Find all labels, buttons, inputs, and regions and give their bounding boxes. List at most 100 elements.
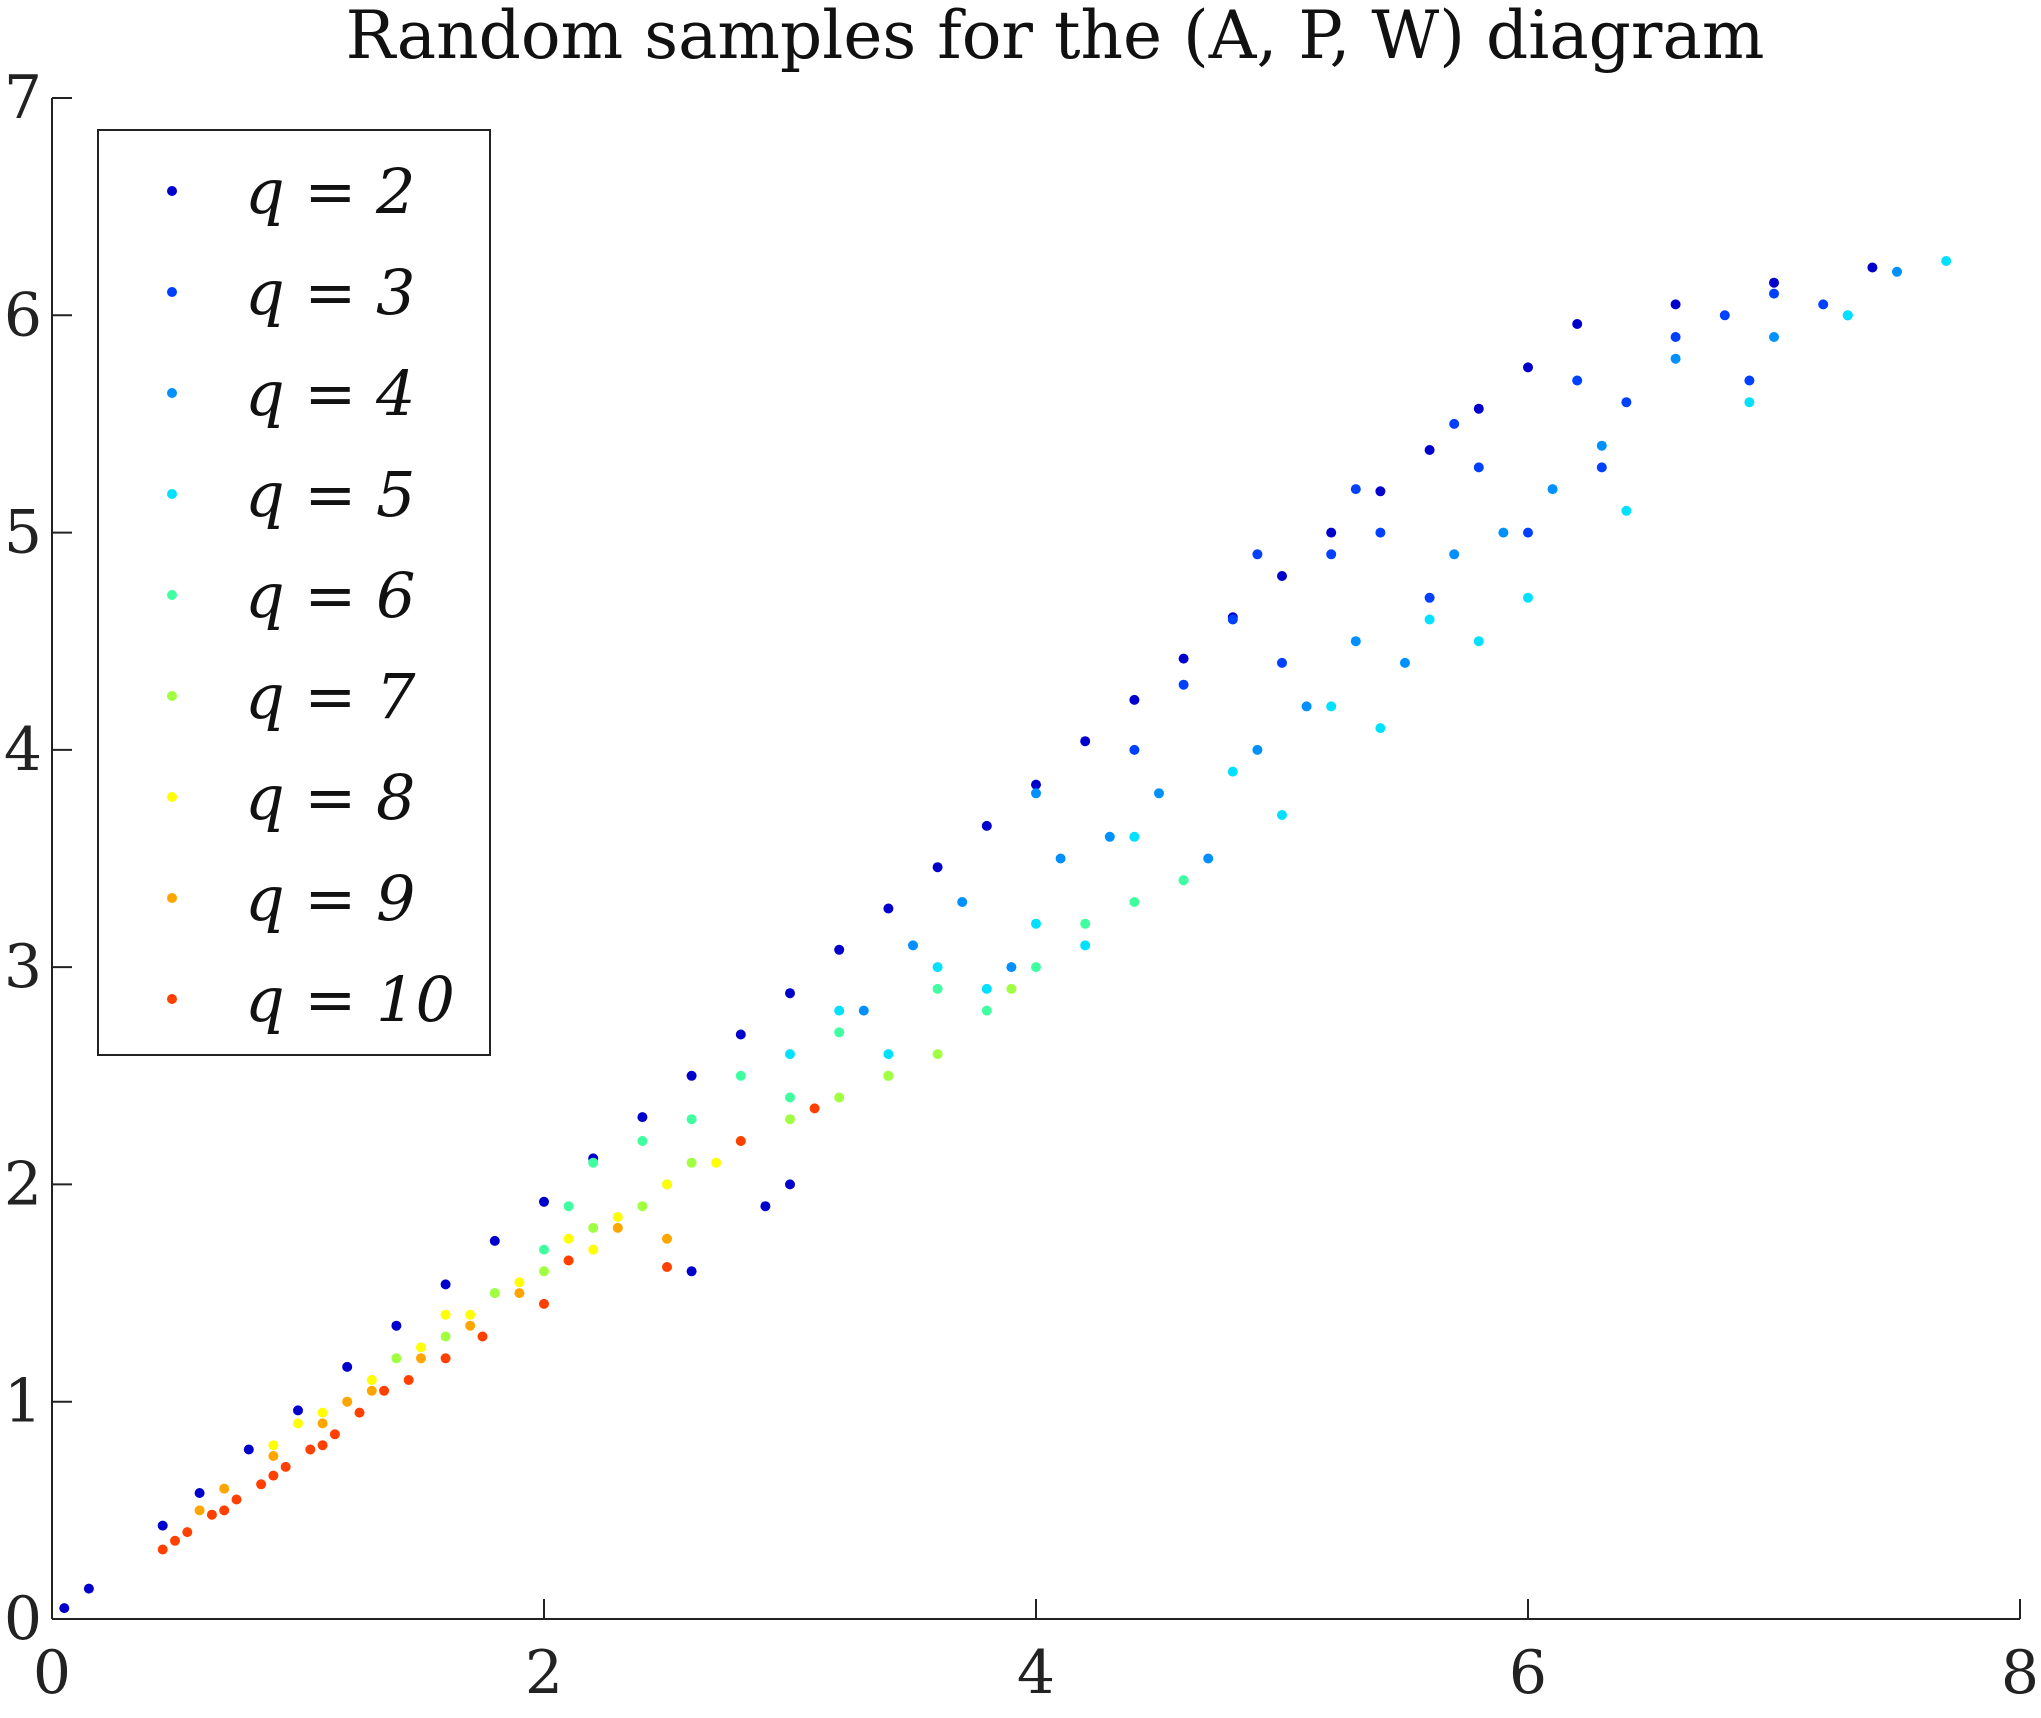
data-point-s2-16	[1769, 332, 1779, 342]
data-point-s5-11	[1006, 983, 1017, 994]
legend-label-0: q = 2	[245, 155, 416, 228]
data-point-s2-11	[1449, 549, 1460, 560]
data-point-s8-11	[440, 1353, 451, 1364]
data-point-s6-9	[711, 1157, 722, 1168]
data-point-s5-7	[785, 1114, 795, 1125]
x-tick-label-2: 2	[525, 1638, 563, 1708]
data-point-s8-10	[403, 1375, 414, 1385]
data-point-s6-5	[514, 1277, 525, 1288]
y-tick-label-6: 6	[4, 280, 42, 350]
data-point-s3-5	[1031, 918, 1041, 929]
data-point-s4-1	[637, 1136, 648, 1146]
legend-label-1: q = 3	[245, 256, 416, 329]
data-point-s3-9	[1227, 766, 1238, 777]
x-tick-label-6: 6	[1509, 1638, 1547, 1708]
data-point-s3-13	[1424, 614, 1435, 625]
data-point-s6-6	[563, 1233, 574, 1244]
data-point-s8-18	[170, 1535, 180, 1546]
chart-legend: q = 2 q = 3 q = 4 q = 5 q = 6 q = 7 q = 8 q = 9…	[97, 129, 491, 1056]
data-point-s0-32	[1670, 299, 1681, 310]
data-point-s0-12	[637, 1112, 648, 1123]
data-point-s4-3	[735, 1070, 746, 1081]
data-point-s2-6	[1203, 853, 1214, 864]
data-point-s0-31	[1572, 319, 1583, 329]
data-point-s2-7	[1252, 744, 1263, 755]
data-point-s0-9	[489, 1235, 500, 1246]
data-point-s0-17	[883, 903, 894, 914]
data-point-s2-5	[1154, 788, 1164, 799]
data-point-s4-12	[1178, 875, 1189, 886]
data-point-s3-10	[1277, 810, 1287, 820]
data-point-s8-20	[268, 1470, 279, 1481]
data-point-s7-0	[219, 1483, 230, 1494]
data-point-s1-17	[1350, 484, 1361, 495]
data-point-s0-15	[785, 988, 795, 999]
data-point-s2-4	[1104, 831, 1115, 842]
legend-label-6: q = 8	[245, 761, 416, 834]
data-point-s3-16	[1621, 505, 1632, 516]
data-point-s8-13	[539, 1298, 549, 1309]
data-point-s2-15	[1670, 353, 1681, 364]
data-point-s0-3	[194, 1488, 205, 1498]
data-point-s2-18	[1892, 266, 1902, 277]
data-point-s2-0	[908, 940, 918, 951]
data-point-s0-4	[243, 1444, 254, 1455]
data-point-s8-5	[280, 1461, 291, 1472]
y-tick-label-2: 2	[4, 1149, 42, 1219]
legend-marker-0	[167, 186, 177, 196]
data-point-s1-14	[1744, 375, 1755, 386]
data-point-s0-20	[1031, 779, 1041, 790]
data-point-s6-0	[268, 1440, 279, 1451]
legend-marker-4	[167, 590, 177, 600]
data-point-s1-6	[1473, 462, 1484, 473]
data-point-s0-8	[440, 1279, 451, 1290]
x-tick-label-4: 4	[1017, 1638, 1055, 1708]
legend-box	[97, 129, 491, 1056]
data-point-s5-10	[932, 1049, 943, 1060]
data-point-s7-1	[268, 1451, 279, 1461]
data-point-s0-34	[1867, 262, 1878, 273]
y-tick-label-0: 0	[4, 1584, 42, 1654]
data-point-s2-20	[1031, 788, 1041, 799]
data-point-s0-28	[1424, 445, 1435, 455]
data-point-s8-4	[256, 1479, 267, 1490]
data-point-s1-19	[1596, 462, 1607, 473]
data-point-s1-8	[1572, 375, 1583, 386]
y-tick-label-3: 3	[4, 932, 42, 1002]
data-point-s1-10	[1670, 332, 1681, 342]
data-point-s2-12	[1498, 527, 1509, 538]
data-point-s0-37	[785, 1179, 795, 1190]
data-point-s8-19	[219, 1505, 230, 1516]
data-point-s6-1	[317, 1407, 328, 1418]
data-point-s6-7	[612, 1212, 623, 1222]
data-point-s7-10	[342, 1396, 353, 1407]
legend-label-4: q = 6	[245, 559, 416, 632]
data-point-s0-14	[735, 1029, 746, 1040]
data-point-s1-13	[1818, 299, 1829, 310]
data-point-s6-11	[440, 1309, 451, 1320]
data-point-s8-21	[317, 1440, 328, 1451]
data-point-s1-7	[1523, 527, 1533, 538]
data-point-s7-4	[416, 1353, 426, 1364]
data-point-s0-16	[834, 944, 845, 955]
chart-title: Random samples for the (A, P, W) diagram	[346, 0, 1765, 74]
data-point-s5-4	[637, 1201, 648, 1212]
data-point-s0-30	[1523, 362, 1533, 373]
data-point-s3-15	[1523, 592, 1533, 603]
data-point-s0-21	[1080, 736, 1091, 747]
data-point-s5-3	[588, 1222, 599, 1233]
data-point-s2-10	[1400, 657, 1410, 668]
y-tick-label-4: 4	[4, 715, 42, 785]
x-tick-label-0: 0	[33, 1638, 71, 1708]
data-point-s8-2	[206, 1509, 217, 1520]
data-point-s1-15	[1129, 744, 1140, 755]
data-point-s4-7	[932, 983, 943, 994]
data-point-s3-19	[1941, 256, 1952, 266]
data-point-s1-5	[1424, 592, 1435, 603]
data-point-s0-27	[1375, 486, 1386, 497]
data-point-s5-1	[489, 1288, 500, 1299]
data-point-s0-6	[342, 1361, 353, 1372]
points-layer	[59, 256, 1952, 1614]
data-point-s6-8	[662, 1179, 672, 1190]
data-point-s2-3	[1055, 853, 1066, 864]
